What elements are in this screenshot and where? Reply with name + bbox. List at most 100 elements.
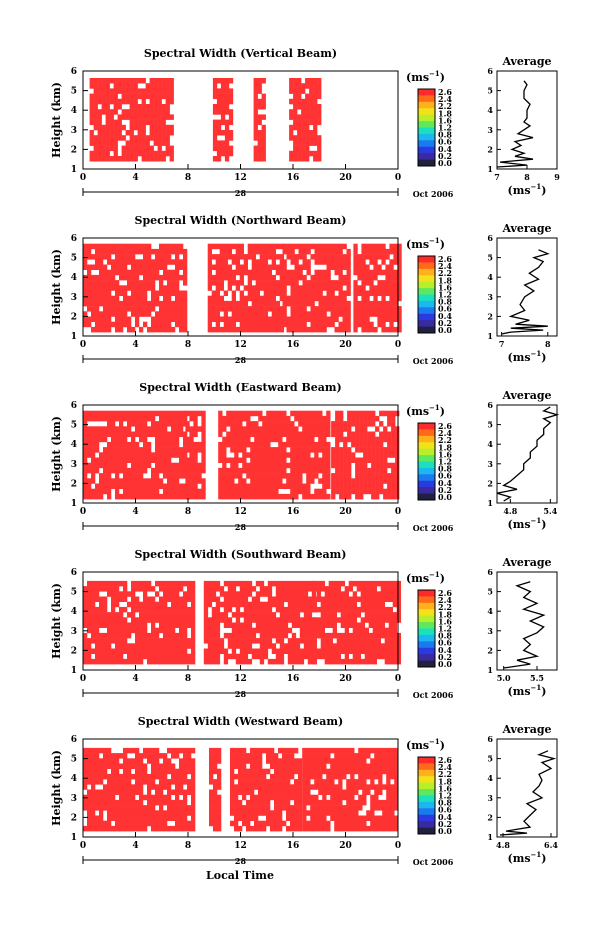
heatmap-cell: [159, 467, 164, 474]
heatmap-cell: [157, 130, 162, 136]
heatmap-cell: [383, 431, 388, 437]
heatmap-cell: [373, 274, 378, 281]
heatmap-cell: [253, 130, 258, 136]
heatmap-cell: [155, 478, 160, 484]
heatmap-cell: [121, 98, 126, 105]
heatmap-cell: [87, 586, 92, 592]
heatmap-cell: [87, 601, 92, 608]
heatmap-cell: [203, 648, 209, 654]
heatmap-cell: [115, 447, 120, 453]
heatmap-cell: [139, 248, 144, 255]
heatmap-cell: [274, 488, 279, 495]
heatmap-cell: [318, 290, 323, 296]
heatmap-cell: [211, 290, 216, 296]
heatmap-cell: [235, 627, 241, 634]
heatmap-cell: [294, 254, 299, 260]
heatmap-cell: [212, 140, 218, 146]
heatmap-cell: [318, 779, 323, 785]
heatmap-cell: [290, 768, 295, 775]
heatmap-cell: [151, 632, 156, 639]
heatmap-cell: [267, 243, 272, 250]
heatmap-cell: [159, 264, 164, 270]
heatmap-cell: [279, 326, 284, 333]
heatmap-cell: [334, 753, 339, 759]
heatmap-cell: [383, 467, 388, 474]
heatmap-cell: [155, 421, 160, 427]
heatmap-cell: [320, 648, 325, 654]
heatmap-cell: [99, 747, 104, 754]
heatmap-cell: [163, 763, 168, 769]
heatmap-cell: [235, 601, 241, 608]
heatmap-cell: [230, 779, 235, 785]
heatmap-cell: [242, 789, 247, 795]
heatmap-cell: [344, 627, 349, 634]
heatmap-cell: [322, 274, 327, 281]
heatmap-cell: [330, 259, 335, 265]
heatmap-cell: [376, 617, 381, 623]
heatmap-cell: [313, 150, 318, 157]
heatmap-cell: [163, 768, 168, 775]
heatmap-cell: [127, 431, 132, 437]
heatmap-cell: [111, 779, 116, 785]
heatmap-cell: [379, 436, 384, 443]
heatmap-cell: [351, 415, 356, 422]
heatmap-cell: [247, 274, 252, 281]
heatmap-cell: [314, 311, 319, 317]
heatmap-cell: [226, 473, 231, 479]
heatmap-cell: [105, 88, 110, 94]
heatmap-cell: [207, 285, 212, 291]
heatmap-cell: [103, 488, 108, 495]
heatmap-cell: [111, 768, 116, 775]
heatmap-cell: [87, 410, 92, 417]
heatmap-cell: [318, 421, 323, 427]
heatmap-cell: [139, 799, 144, 806]
heatmap-cell: [297, 135, 302, 141]
heatmap-cell: [294, 483, 299, 489]
heatmap-cell: [224, 135, 230, 141]
heatmap-cell: [313, 88, 318, 94]
heatmap-cell: [247, 316, 252, 322]
heatmap-cell: [262, 415, 267, 422]
heatmap-cell: [247, 326, 252, 333]
heatmap-cell: [91, 789, 96, 795]
heatmap-cell: [364, 601, 369, 608]
heatmap-cell: [324, 643, 329, 649]
heatmap-cell: [267, 254, 272, 260]
heatmap-cell: [155, 580, 160, 587]
heatmap-cell: [231, 243, 236, 250]
colorbar-segment: [418, 487, 435, 494]
heatmap-cell: [234, 457, 239, 463]
heatmap-cell: [87, 447, 92, 453]
heatmap-cell: [347, 493, 352, 500]
heatmap-cell: [139, 606, 144, 613]
heatmap-cell: [290, 467, 295, 474]
heatmap-cell: [115, 799, 120, 806]
heatmap-cell: [95, 622, 100, 628]
heatmap-cell: [375, 436, 380, 443]
heatmap-cell: [395, 478, 400, 484]
heatmap-cell: [91, 779, 96, 785]
heatmap-cell: [91, 426, 96, 432]
heatmap-cell: [89, 135, 94, 141]
heatmap-cell: [99, 601, 104, 608]
heatmap-cell: [357, 321, 362, 328]
heatmap-cell: [397, 269, 402, 276]
heatmap-cell: [301, 145, 306, 152]
heatmap-cell: [258, 758, 263, 764]
heatmap-cell: [99, 248, 104, 255]
y-tick-label: 5: [71, 87, 77, 97]
heatmap-cell: [135, 805, 140, 811]
heatmap-cell: [159, 784, 164, 790]
heatmap-cell: [368, 632, 373, 639]
heatmap-cell: [247, 321, 252, 328]
heatmap-cell: [267, 643, 273, 649]
heatmap-cell: [250, 488, 255, 495]
heatmap-cell: [155, 627, 160, 634]
heatmap-cell: [111, 436, 116, 443]
heatmap-cell: [353, 264, 358, 270]
heatmap-cell: [353, 285, 358, 291]
heatmap-cell: [294, 280, 299, 286]
heatmap-cell: [339, 478, 344, 484]
heatmap-cell: [99, 415, 104, 422]
